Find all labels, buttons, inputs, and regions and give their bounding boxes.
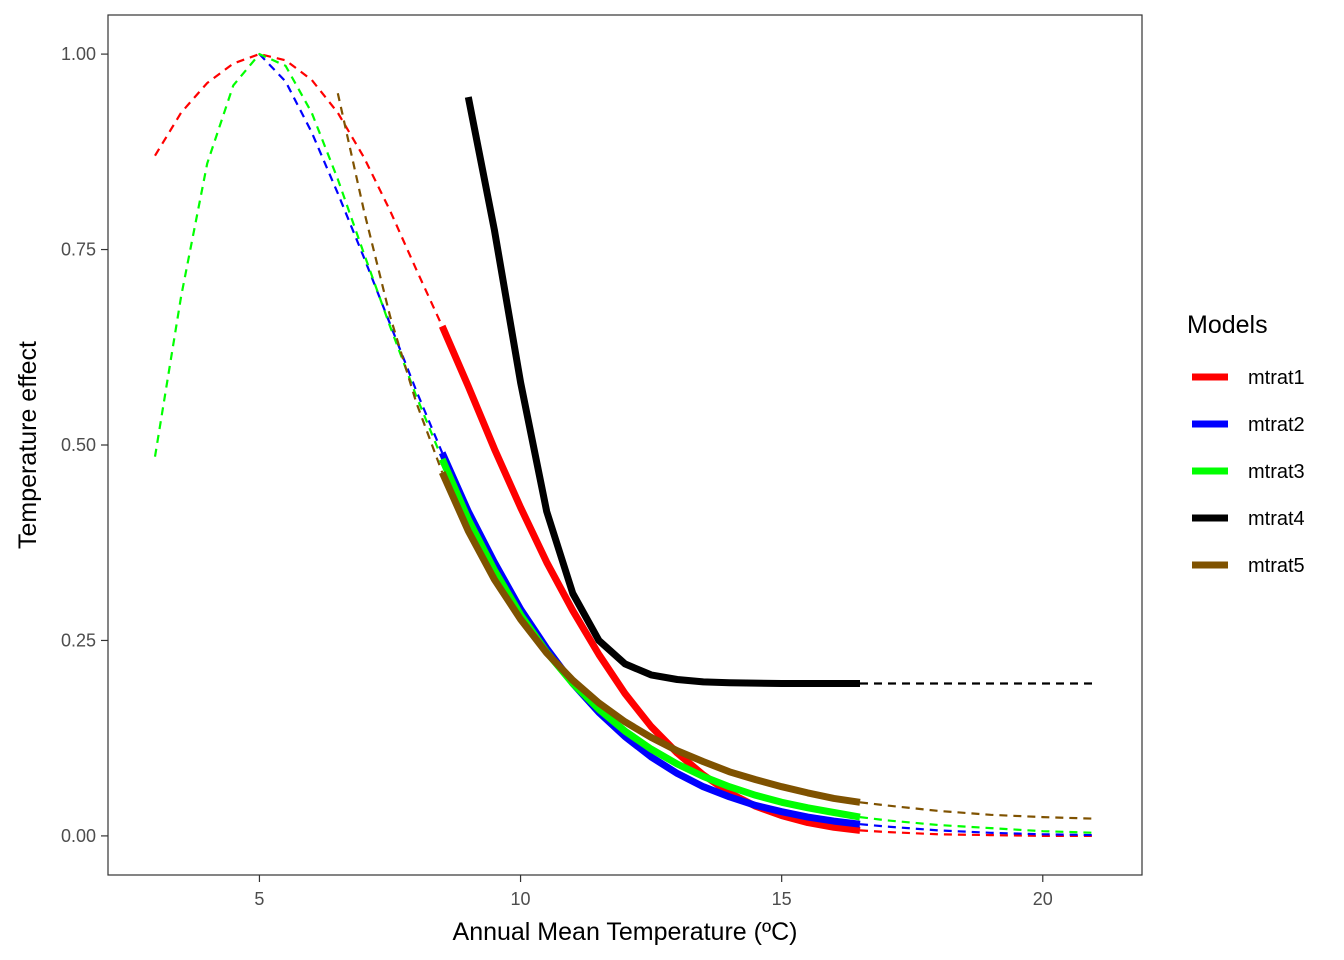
series-line-mtrat5-tail — [859, 801, 1096, 820]
legend-title: Models — [1187, 311, 1268, 339]
x-axis: 5 10 15 20 — [254, 875, 1053, 909]
y-tick-label: 0.50 — [61, 435, 96, 455]
series-line-mtrat1 — [438, 324, 861, 834]
y-tick-label: 0.75 — [61, 240, 96, 260]
series-line-mtrat5 — [439, 470, 861, 806]
legend: Models mtrat1 mtrat2 mtrat3 mtrat4 mtrat5 — [1187, 311, 1305, 577]
y-tick-label: 0.25 — [61, 630, 96, 650]
series-line-mtrat2-dashed — [258, 53, 444, 454]
legend-label-mtrat1: mtrat1 — [1248, 367, 1305, 389]
legend-label-mtrat5: mtrat5 — [1248, 555, 1305, 577]
series-line-mtrat3-dashed — [153, 52, 444, 460]
legend-label-mtrat4: mtrat4 — [1248, 508, 1305, 530]
series-line-mtrat4 — [464, 96, 860, 687]
y-axis-title: Temperature effect — [14, 341, 42, 549]
series-layer — [153, 52, 1096, 837]
series-line-mtrat1-tail — [859, 829, 1095, 837]
y-tick-label: 0.00 — [61, 826, 96, 846]
series-line-mtrat2-tail — [859, 823, 1096, 837]
legend-label-mtrat2: mtrat2 — [1248, 414, 1305, 436]
legend-label-mtrat3: mtrat3 — [1248, 461, 1305, 483]
y-axis: 0.00 0.25 0.50 0.75 1.00 — [61, 44, 108, 846]
y-tick-label: 1.00 — [61, 44, 96, 64]
x-tick-label: 10 — [511, 889, 531, 909]
x-tick-label: 20 — [1033, 889, 1053, 909]
dashed-extrapolation-layer — [153, 52, 1096, 837]
series-line-mtrat5-dashed — [336, 92, 444, 473]
x-tick-label: 5 — [254, 889, 264, 909]
series-line-mtrat3-tail — [859, 816, 1096, 834]
x-axis-title: Annual Mean Temperature (ºC) — [453, 918, 798, 946]
x-tick-label: 15 — [772, 889, 792, 909]
solid-fit-layer — [438, 96, 861, 834]
